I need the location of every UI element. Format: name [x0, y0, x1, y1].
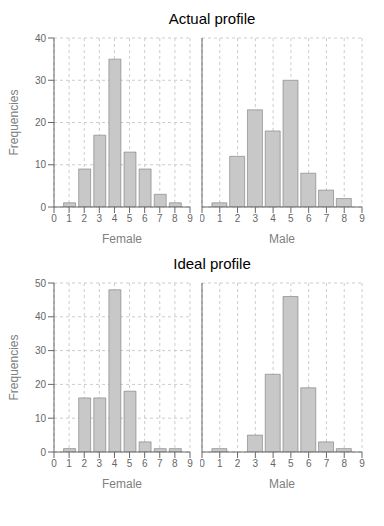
svg-text:9: 9 [187, 213, 193, 224]
svg-text:4: 4 [112, 213, 118, 224]
svg-text:4: 4 [112, 458, 118, 469]
svg-text:Male: Male [269, 477, 295, 490]
svg-text:30: 30 [35, 345, 47, 356]
svg-text:7: 7 [157, 458, 163, 469]
svg-text:5: 5 [288, 458, 294, 469]
svg-text:10: 10 [35, 159, 47, 170]
svg-text:4: 4 [270, 213, 276, 224]
svg-text:1: 1 [66, 213, 72, 224]
svg-text:9: 9 [359, 213, 365, 224]
svg-text:2: 2 [81, 213, 87, 224]
svg-text:7: 7 [324, 458, 330, 469]
svg-text:3: 3 [97, 458, 103, 469]
svg-text:2: 2 [81, 458, 87, 469]
svg-text:9: 9 [359, 458, 365, 469]
svg-text:0: 0 [51, 458, 57, 469]
svg-text:0: 0 [200, 213, 205, 224]
html-text:Actual profile: Actual profile [168, 10, 256, 27]
svg-text:50: 50 [35, 278, 47, 289]
svg-text:8: 8 [172, 213, 178, 224]
svg-text:4: 4 [270, 458, 276, 469]
svg-text:6: 6 [142, 213, 148, 224]
svg-text:3: 3 [253, 458, 259, 469]
svg-text:5: 5 [127, 213, 133, 224]
svg-text:1: 1 [217, 213, 223, 224]
html-text:Ideal profile: Ideal profile [173, 255, 251, 272]
svg-text:8: 8 [172, 458, 178, 469]
svg-text:30: 30 [35, 75, 47, 86]
svg-text:0: 0 [200, 458, 205, 469]
svg-text:Female: Female [102, 477, 142, 490]
svg-text:0: 0 [51, 213, 57, 224]
svg-text:6: 6 [306, 458, 312, 469]
svg-text:1: 1 [217, 458, 223, 469]
svg-text:20: 20 [35, 117, 47, 128]
svg-text:Frequencies: Frequencies [8, 89, 21, 155]
svg-text:40: 40 [35, 311, 47, 322]
svg-text:6: 6 [306, 213, 312, 224]
svg-text:9: 9 [187, 458, 193, 469]
svg-text:2: 2 [235, 458, 241, 469]
svg-text:Female: Female [102, 232, 142, 245]
svg-text:5: 5 [288, 213, 294, 224]
svg-text:1: 1 [66, 458, 72, 469]
svg-text:6: 6 [142, 458, 148, 469]
svg-text:7: 7 [324, 213, 330, 224]
svg-text:0: 0 [40, 202, 46, 213]
svg-text:8: 8 [341, 458, 347, 469]
svg-text:40: 40 [35, 33, 47, 44]
svg-text:3: 3 [97, 213, 103, 224]
svg-text:5: 5 [127, 458, 133, 469]
svg-text:2: 2 [235, 213, 241, 224]
svg-text:7: 7 [157, 213, 163, 224]
svg-text:8: 8 [341, 213, 347, 224]
svg-text:0: 0 [40, 447, 46, 458]
svg-text:Male: Male [269, 232, 295, 245]
svg-text:Frequencies: Frequencies [8, 334, 21, 400]
svg-text:3: 3 [253, 213, 259, 224]
svg-text:10: 10 [35, 413, 47, 424]
svg-text:20: 20 [35, 379, 47, 390]
